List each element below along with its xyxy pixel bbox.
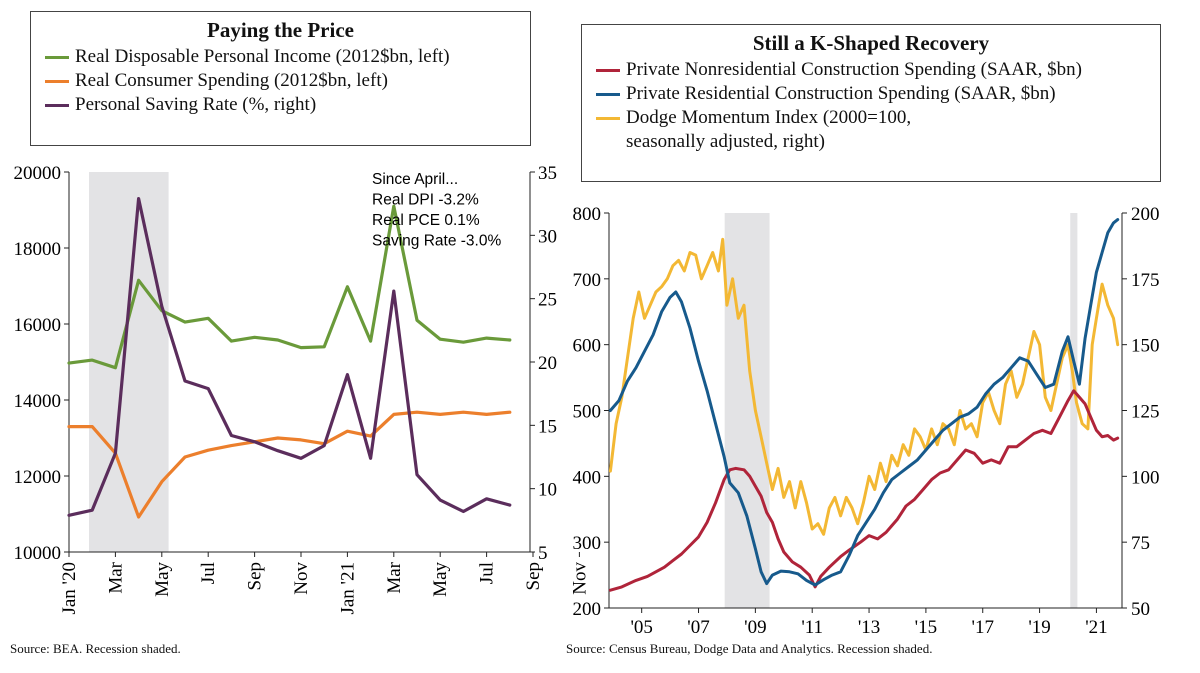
legend-label-saving: Personal Saving Rate (%, right): [75, 94, 317, 115]
legend-swatch-saving: [45, 104, 69, 107]
x-tick-label: May: [430, 562, 451, 597]
x-tick-label: Nov: [569, 562, 590, 595]
x-tick-label: '05: [630, 617, 652, 638]
x-tick-label: Mar: [105, 561, 126, 593]
x-tick-label: May: [152, 562, 173, 597]
x-tick-label: '13: [858, 617, 880, 638]
legend-swatch-dodge: [596, 117, 620, 120]
y-tick-label-left: 400: [573, 467, 602, 488]
y-tick-label-left: 14000: [14, 391, 62, 412]
left-legend: Paying the Price Real Disposable Persona…: [30, 11, 531, 146]
y-tick-label-right: 25: [538, 290, 557, 311]
legend-label-dpi: Real Disposable Personal Income (2012$bn…: [75, 46, 450, 67]
legend-item-nonres: Private Nonresidential Construction Spen…: [596, 58, 1160, 82]
y-tick-label-left: 700: [573, 270, 602, 291]
y-tick-label-left: 300: [573, 533, 602, 554]
y-tick-label-right: 10: [538, 480, 557, 501]
x-tick-label: Jul: [477, 562, 498, 584]
x-tick-label: '07: [687, 617, 709, 638]
legend-item-res: Private Residential Construction Spendin…: [596, 82, 1160, 106]
y-tick-label-left: 12000: [14, 467, 62, 488]
y-tick-label-right: 175: [1131, 270, 1160, 291]
legend-swatch-dpi: [45, 56, 69, 59]
y-tick-label-left: 10000: [14, 543, 62, 564]
x-tick-label: '19: [1028, 617, 1050, 638]
right-legend: Still a K-Shaped Recovery Private Nonres…: [581, 24, 1161, 182]
series-line: [67, 410, 512, 519]
series-line: [608, 218, 1120, 587]
legend-item-pce: Real Consumer Spending (2012$bn, left): [45, 69, 530, 93]
legend-swatch-pce: [45, 80, 69, 83]
y-tick-label-right: 125: [1131, 402, 1160, 423]
y-tick-label-left: 16000: [14, 315, 62, 336]
right-chart-title: Still a K-Shaped Recovery: [752, 31, 990, 55]
y-tick-label-left: 200: [573, 599, 602, 620]
y-tick-label-right: 200: [1131, 204, 1160, 225]
y-tick-label-right: 150: [1131, 336, 1160, 357]
recession-band: [1070, 213, 1078, 608]
series-line: [67, 197, 512, 517]
series-line: [67, 204, 512, 370]
y-tick-label-right: 75: [1131, 533, 1150, 554]
annotation-line: Real PCE 0.1%: [372, 212, 480, 229]
y-tick-label-right: 15: [538, 416, 557, 437]
y-tick-label-right: 50: [1131, 599, 1150, 620]
left-source-note: Source: BEA. Recession shaded.: [10, 641, 181, 656]
y-tick-label-left: 800: [573, 204, 602, 225]
annotation-line: Saving Rate -3.0%: [372, 233, 501, 250]
x-tick-label: Sep: [245, 562, 266, 591]
series-line: [608, 237, 1120, 536]
right-source-note: Source: Census Bureau, Dodge Data and An…: [566, 641, 933, 656]
x-tick-label: Jul: [198, 562, 219, 584]
y-tick-label-left: 500: [573, 402, 602, 423]
left-chart-title: Paying the Price: [207, 18, 354, 42]
legend-item-dodge: Dodge Momentum Index (2000=100, seasonal…: [596, 106, 1160, 154]
legend-label-dodge: Dodge Momentum Index (2000=100, seasonal…: [626, 107, 912, 152]
x-tick-label: Jan '21: [337, 562, 358, 615]
x-tick-label: '15: [915, 617, 937, 638]
annotation-line: Since April...: [372, 171, 458, 188]
y-tick-label-left: 20000: [14, 163, 62, 184]
legend-label-res: Private Residential Construction Spendin…: [626, 83, 1056, 104]
legend-label-pce: Real Consumer Spending (2012$bn, left): [75, 70, 388, 91]
x-tick-label: '11: [801, 617, 823, 638]
legend-label-nonres: Private Nonresidential Construction Spen…: [626, 59, 1082, 80]
x-tick-label: Jan '20: [59, 562, 80, 615]
annotation-line: Real DPI -3.2%: [372, 192, 479, 209]
y-tick-label-right: 20: [538, 353, 557, 374]
x-tick-label: '21: [1085, 617, 1107, 638]
x-tick-label: Mar: [384, 561, 405, 593]
legend-swatch-nonres: [596, 69, 620, 72]
y-tick-label-right: 35: [538, 163, 557, 184]
series-line: [608, 389, 1120, 592]
x-tick-label: '17: [972, 617, 994, 638]
recession-band: [724, 213, 770, 608]
legend-swatch-res: [596, 93, 620, 96]
x-tick-label: Nov: [291, 562, 312, 595]
x-tick-label: Sep: [523, 562, 544, 591]
x-tick-label: '09: [744, 617, 766, 638]
y-tick-label-right: 5: [538, 543, 548, 564]
legend-item-dpi: Real Disposable Personal Income (2012$bn…: [45, 45, 530, 69]
y-tick-label-left: 600: [573, 336, 602, 357]
y-tick-label-right: 100: [1131, 467, 1160, 488]
legend-item-saving: Personal Saving Rate (%, right): [45, 93, 530, 117]
y-tick-label-left: 18000: [14, 239, 62, 260]
y-tick-label-right: 30: [538, 226, 557, 247]
